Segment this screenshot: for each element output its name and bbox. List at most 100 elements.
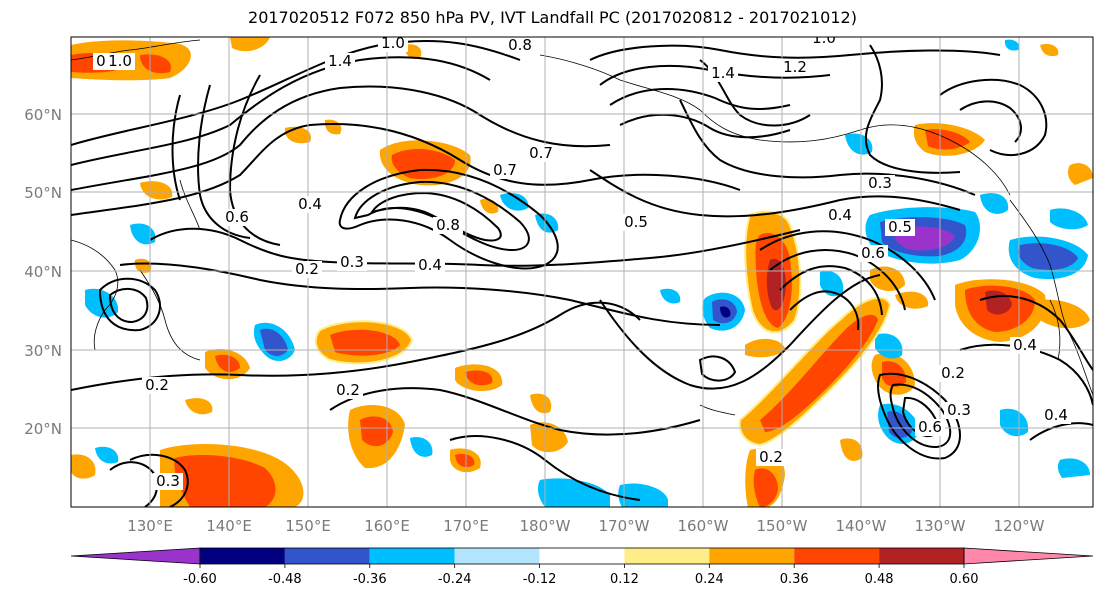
lat-label: 20°N	[24, 420, 62, 438]
colorbar-tick-label: -0.24	[438, 572, 472, 587]
contour-label: 0.6	[918, 418, 942, 436]
contour-labels: 0.8 1.0 1.4 1.0 0.8 1.0 1.4 1.2 0.7 0.7 0.3 0.5 0.4 0…	[93, 29, 1071, 490]
colorbar-tick-label: 0.24	[695, 572, 724, 587]
pv-contours	[71, 40, 1093, 507]
contour-label: 0.5	[624, 213, 648, 231]
contour-label-bg	[505, 37, 535, 54]
lon-label: 140°W	[836, 517, 887, 535]
longitude-labels: 130°E 140°E 150°E 160°E 170°E 180°W 170°W 160°W…	[127, 517, 1044, 535]
colorbar-tick-label: 0.48	[865, 572, 894, 587]
contour-label-bg	[885, 219, 915, 236]
contour-label: 0.6	[861, 244, 885, 262]
colorbar-tick-label: -0.48	[268, 572, 302, 587]
contour-label-bg	[415, 257, 445, 274]
contour-label-bg	[222, 209, 252, 226]
contour-label-bg	[809, 37, 839, 47]
contour-label: 0.2	[295, 260, 319, 278]
contour-label-bg	[295, 196, 325, 213]
contour-label-bg	[526, 145, 556, 162]
contour-label-bg	[105, 53, 135, 70]
contour-label-bg	[333, 382, 363, 399]
contour-label: 1.4	[711, 64, 735, 82]
lon-label: 150°E	[285, 517, 331, 535]
colorbar-segment	[879, 548, 964, 564]
lon-label: 120°W	[994, 517, 1045, 535]
lon-label: 130°W	[915, 517, 966, 535]
contour-label-bg	[756, 449, 786, 466]
map-title: 2017020512 F072 850 hPa PV, IVT Landfall…	[248, 8, 857, 27]
lon-label: 160°E	[364, 517, 410, 535]
colorbar-tick-label: -0.60	[183, 572, 217, 587]
contour-label-bg	[142, 377, 172, 394]
colorbar-segment	[794, 548, 880, 564]
lon-label: 180°W	[520, 517, 571, 535]
contour-label: 0.3	[947, 401, 971, 419]
contour-label: 0.2	[336, 381, 360, 399]
lon-label: 140°E	[206, 517, 252, 535]
contour-label-bg	[337, 254, 367, 271]
colorbar-tick-label: 0.12	[610, 572, 639, 587]
colorbar-tick-label: 0.36	[780, 572, 809, 587]
contour-label: 0.8	[508, 36, 532, 54]
contour-label: 0.2	[941, 364, 965, 382]
contour-label-bg	[938, 365, 968, 382]
graticule	[71, 37, 1093, 507]
colorbar-tick-label: -0.12	[523, 572, 557, 587]
contour-label: 0.4	[828, 206, 852, 224]
contour-label-bg	[490, 162, 520, 179]
lon-label: 130°E	[127, 517, 173, 535]
contour-label-bg	[865, 175, 895, 192]
lon-label: 150°W	[757, 517, 808, 535]
contour-label-bg	[433, 217, 463, 234]
colorbar: -0.60 -0.48 -0.36 -0.24 -0.12 0.12 0.24 0.36 0.4…	[70, 547, 1094, 587]
coastlines	[71, 39, 1093, 416]
contour-label: 0.2	[759, 448, 783, 466]
contour-label: 0.6	[225, 208, 249, 226]
colorbar-extend-low	[70, 547, 201, 565]
contour-label: 1.0	[812, 29, 836, 47]
contour-label-bg	[325, 53, 355, 70]
contour-label-bg	[1041, 407, 1071, 424]
contour-label-bg	[708, 65, 738, 82]
positive-anomaly	[71, 37, 1093, 507]
weak-positive-outline	[314, 210, 892, 447]
colorbar-segment	[709, 548, 795, 564]
colorbar-extend-high	[963, 547, 1094, 565]
contour-label-bg	[378, 37, 408, 52]
latitude-labels: 60°N 50°N 40°N 30°N 20°N	[24, 106, 62, 438]
colorbar-outline	[199, 547, 965, 565]
colorbar-tick-label: 0.60	[950, 572, 979, 587]
lon-label: 170°E	[443, 517, 489, 535]
contour-label-bg	[621, 214, 651, 231]
contour-label: 0.5	[888, 218, 912, 236]
contour-label-bg	[153, 473, 183, 490]
shaded-field	[71, 37, 1093, 507]
negative-anomaly	[85, 39, 1090, 507]
colorbar-tick-label: -0.36	[353, 572, 387, 587]
lon-label: 170°W	[599, 517, 650, 535]
colorbar-segment	[284, 548, 370, 564]
lat-label: 50°N	[24, 184, 62, 202]
lat-label: 30°N	[24, 342, 62, 360]
contour-label: 0.3	[868, 174, 892, 192]
contour-label-bg	[858, 245, 888, 262]
lon-label: 160°W	[678, 517, 729, 535]
contour-label-bg	[825, 207, 855, 224]
map-area: 0.8 1.0 1.4 1.0 0.8 1.0 1.4 1.2 0.7 0.7 0.3 0.5 0.4 0…	[71, 29, 1093, 507]
contour-label: 0.4	[1013, 336, 1037, 354]
lat-label: 60°N	[24, 106, 62, 124]
colorbar-segment	[624, 548, 710, 564]
contour-label: 1.4	[328, 52, 352, 70]
contour-label-bg	[915, 419, 945, 436]
colorbar-segment	[539, 548, 625, 564]
contour-label: 1.2	[783, 58, 807, 76]
contour-label: 0.4	[1044, 406, 1068, 424]
contour-label-bg	[944, 402, 974, 419]
contour-label: 0.3	[156, 472, 180, 490]
map-frame	[70, 36, 1094, 508]
contour-label: 0.2	[145, 376, 169, 394]
contour-label-bg	[292, 261, 322, 278]
contour-label-bg	[1010, 337, 1040, 354]
lat-label: 40°N	[24, 263, 62, 281]
